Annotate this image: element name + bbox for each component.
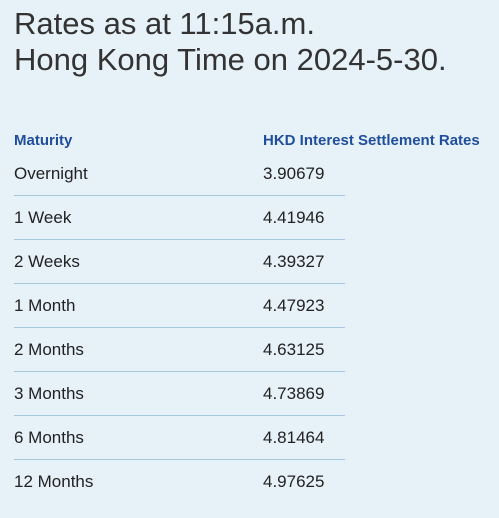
maturity-cell: 2 Weeks [14, 252, 80, 271]
page-title: Rates as at 11:15a.m. Hong Kong Time on … [14, 6, 494, 78]
table-row: 2 Weeks 4.39327 [14, 240, 345, 284]
table-row: 1 Week 4.41946 [14, 196, 345, 240]
maturity-cell: 1 Month [14, 296, 76, 315]
table-header: Maturity HKD Interest Settlement Rates [14, 126, 499, 156]
maturity-cell: 2 Months [14, 340, 84, 359]
table-row: 1 Month 4.47923 [14, 284, 345, 328]
title-line-1: Rates as at 11:15a.m. [14, 6, 315, 41]
rate-cell: 4.41946 [263, 208, 325, 227]
table-row: Overnight 3.90679 [14, 156, 345, 196]
maturity-cell: 3 Months [14, 384, 84, 403]
title-line-2: Hong Kong Time on 2024-5-30. [14, 42, 447, 77]
rate-cell: 4.39327 [263, 252, 325, 271]
column-header-maturity: Maturity [14, 132, 73, 149]
column-header-rate: HKD Interest Settlement Rates [263, 132, 480, 149]
maturity-cell: 1 Week [14, 208, 72, 227]
rates-table: Maturity HKD Interest Settlement Rates O… [14, 126, 499, 504]
rate-cell: 4.47923 [263, 296, 325, 315]
maturity-cell: 6 Months [14, 428, 84, 447]
maturity-cell: Overnight [14, 164, 88, 183]
rate-cell: 4.97625 [263, 472, 325, 491]
rate-cell: 4.63125 [263, 340, 325, 359]
rate-cell: 3.90679 [263, 164, 325, 183]
table-row: 3 Months 4.73869 [14, 372, 345, 416]
rate-cell: 4.81464 [263, 428, 325, 447]
rate-cell: 4.73869 [263, 384, 325, 403]
table-row: 12 Months 4.97625 [14, 460, 345, 504]
table-row: 6 Months 4.81464 [14, 416, 345, 460]
table-body: Overnight 3.90679 1 Week 4.41946 2 Weeks… [14, 156, 499, 504]
table-row: 2 Months 4.63125 [14, 328, 345, 372]
maturity-cell: 12 Months [14, 472, 94, 491]
